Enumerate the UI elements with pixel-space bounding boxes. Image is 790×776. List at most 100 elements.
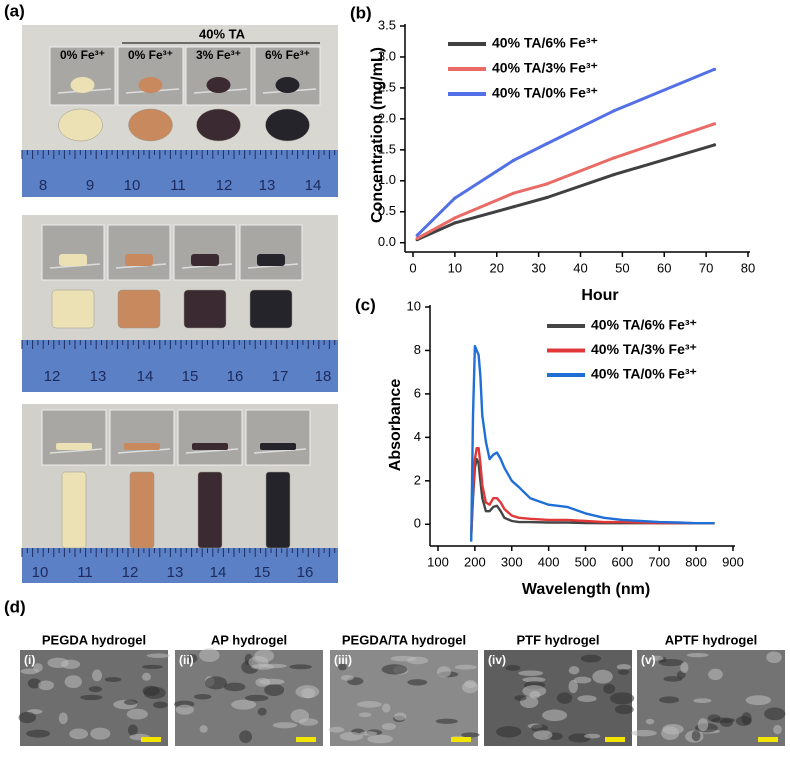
x-tick-label: 70 (699, 260, 713, 275)
series-line (470, 447, 715, 538)
x-tick-label: 0 (409, 260, 416, 275)
series-line (416, 122, 715, 240)
series-line (416, 67, 716, 237)
sem-texture (290, 709, 310, 723)
sem-texture (367, 734, 393, 744)
ruler-number: 10 (32, 564, 49, 581)
sem-texture (381, 703, 391, 713)
inset-sample (206, 77, 231, 93)
sem-texture (720, 718, 733, 727)
x-tick-label: 400 (538, 554, 560, 569)
inset-sample (125, 254, 153, 266)
sem-title: PEGDA/TA hydrogel (342, 632, 466, 647)
sem-texture (603, 683, 616, 695)
sem-texture (340, 674, 354, 681)
sem-texture (461, 681, 479, 694)
sem-texture (522, 677, 546, 683)
x-tick-label: 40 (573, 260, 587, 275)
inset-photo (239, 224, 303, 281)
sem-texture (339, 732, 364, 741)
sem-title: PTF hydrogel (516, 632, 599, 647)
sem-texture (126, 708, 148, 720)
sample (61, 471, 87, 549)
y-tick-label: 1.0 (378, 172, 396, 187)
sem-texture (764, 707, 786, 721)
ruler-number: 14 (210, 564, 227, 581)
series-line (470, 344, 715, 542)
sem-texture (38, 680, 55, 691)
data-point (415, 236, 419, 240)
sem-texture (592, 669, 613, 684)
x-axis-label: Hour (581, 287, 618, 304)
scale-bar (605, 737, 625, 742)
inset-photo (41, 224, 105, 281)
sem-tag: (v) (641, 653, 656, 667)
inset-photo (49, 46, 116, 106)
sem-texture (289, 664, 312, 670)
sem-texture (697, 718, 709, 732)
ruler-number: 16 (297, 564, 314, 581)
sem-texture (186, 653, 198, 663)
data-point (453, 216, 457, 220)
scale-bar (451, 737, 471, 742)
sem-texture (223, 682, 246, 692)
panel-label: (c) (355, 295, 376, 314)
needle (253, 448, 307, 454)
sem-texture (141, 664, 163, 669)
sem-texture (505, 665, 521, 671)
legend-label: 40% TA/3% Fe³⁺ (591, 341, 697, 357)
sem-texture (533, 730, 553, 740)
sem-texture (773, 724, 782, 735)
data-point (612, 109, 616, 113)
sem-texture (239, 730, 253, 744)
sem-texture (394, 712, 407, 721)
sem-texture (568, 679, 578, 694)
data-point (415, 233, 419, 237)
sem-texture (435, 718, 458, 724)
data-point (511, 191, 516, 195)
y-tick-label: 3.0 (378, 48, 396, 63)
sem-texture (80, 694, 103, 701)
sample (196, 108, 241, 142)
panel-label: (a) (4, 1, 25, 20)
sem-texture (461, 732, 480, 738)
sem-texture (436, 666, 452, 678)
data-point (712, 143, 717, 147)
sem-texture (610, 692, 635, 705)
data-point (453, 196, 457, 200)
inset-sample (192, 443, 228, 450)
needle (49, 448, 103, 454)
sample (51, 289, 95, 329)
inset-sample (70, 77, 95, 93)
sem-texture (175, 704, 194, 715)
ruler-number: 10 (124, 177, 141, 194)
inset-photo (254, 46, 321, 106)
y-tick-label: 2.5 (378, 79, 396, 94)
sem-texture (91, 669, 103, 682)
sem-texture (142, 672, 151, 681)
x-tick-label: 600 (612, 554, 634, 569)
sem-texture (691, 730, 701, 742)
sem-texture (358, 712, 372, 718)
sem-texture (650, 655, 664, 661)
x-tick-label: 500 (575, 554, 597, 569)
sem-texture (90, 727, 111, 740)
sem-texture (381, 664, 408, 675)
sem-texture (708, 668, 723, 681)
ruler-number: 13 (90, 368, 107, 385)
sem-tag: (ii) (179, 653, 194, 667)
sem-texture (264, 684, 285, 697)
y-tick-label: 1.5 (378, 141, 396, 156)
sem-texture (58, 712, 68, 725)
x-tick-label: 50 (615, 260, 629, 275)
sem-texture (360, 731, 378, 736)
inset-sample (138, 77, 163, 93)
sem-texture (663, 676, 683, 682)
y-tick-label: 0.0 (378, 234, 396, 249)
inset-photo (245, 409, 311, 466)
sem-texture (542, 709, 568, 722)
x-tick-label: 60 (657, 260, 671, 275)
sem-texture (64, 675, 82, 689)
y-tick-label: 10 (407, 298, 421, 313)
inset-sample (191, 254, 219, 266)
